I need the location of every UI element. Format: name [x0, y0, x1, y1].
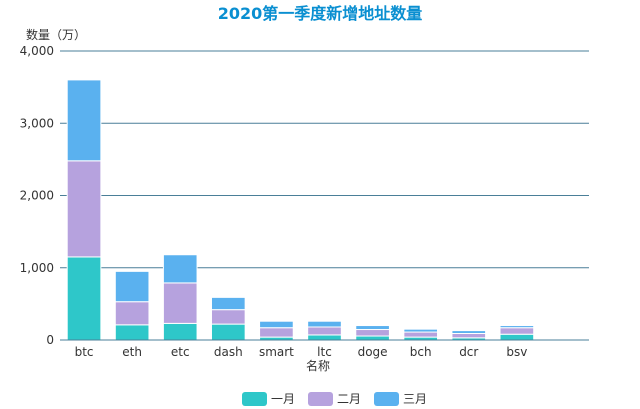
- bar-dash-一月[interactable]: [210, 323, 246, 341]
- bar-dcr-三月[interactable]: [451, 330, 487, 334]
- bar-eth-三月[interactable]: [114, 270, 150, 303]
- bar-doge-二月[interactable]: [355, 329, 390, 337]
- bar-bch-二月[interactable]: [403, 331, 439, 338]
- x-tick-label: dash: [214, 345, 243, 359]
- x-tick-label: doge: [358, 345, 388, 359]
- bar-smart-三月[interactable]: [259, 320, 294, 329]
- legend-swatch[interactable]: [374, 392, 399, 406]
- legend-label[interactable]: 三月: [403, 392, 427, 406]
- bar-bch-三月[interactable]: [403, 328, 439, 333]
- y-tick-label: 1,000: [20, 261, 54, 275]
- bar-etc-三月[interactable]: [162, 254, 198, 284]
- x-tick-label: bch: [410, 345, 432, 359]
- bar-ltc-一月[interactable]: [307, 334, 342, 341]
- y-tick-label: 3,000: [20, 116, 54, 130]
- x-tick-label: smart: [259, 345, 294, 359]
- legend[interactable]: 一月 二月 三月: [242, 392, 427, 406]
- x-tick-label: dcr: [459, 345, 478, 359]
- bar-dcr-二月[interactable]: [451, 332, 487, 339]
- chart-title: 2020第一季度新增地址数量: [218, 4, 423, 23]
- bar-smart-二月[interactable]: [259, 327, 294, 338]
- bar-dash-三月[interactable]: [210, 296, 246, 311]
- x-tick-label: eth: [122, 345, 142, 359]
- bar-btc-一月[interactable]: [66, 256, 102, 341]
- y-tick-label: 2,000: [20, 189, 54, 203]
- bar-btc-二月[interactable]: [66, 160, 102, 258]
- y-tick-label: 0: [46, 333, 54, 347]
- y-tick-label: 4,000: [20, 44, 54, 58]
- bars: [66, 79, 535, 341]
- bar-doge-三月[interactable]: [355, 325, 390, 331]
- x-axis-label: 名称: [306, 358, 330, 373]
- bar-bsv-一月[interactable]: [499, 333, 535, 341]
- bar-btc-三月[interactable]: [66, 79, 102, 162]
- bar-ltc-二月[interactable]: [307, 326, 342, 336]
- bar-etc-一月[interactable]: [162, 322, 198, 341]
- x-tick-label: btc: [75, 345, 94, 359]
- gridlines: [60, 50, 589, 269]
- x-tick-label: ltc: [317, 345, 332, 359]
- legend-label[interactable]: 二月: [337, 392, 361, 406]
- legend-label[interactable]: 一月: [271, 392, 295, 406]
- y-axis-label: 数量（万）: [26, 27, 86, 42]
- bar-eth-一月[interactable]: [114, 324, 150, 341]
- bar-dash-二月[interactable]: [210, 309, 246, 325]
- bar-etc-二月[interactable]: [162, 282, 198, 324]
- bar-ltc-三月[interactable]: [307, 320, 342, 328]
- bar-eth-二月[interactable]: [114, 301, 150, 326]
- bar-doge-一月[interactable]: [355, 335, 390, 341]
- bar-bsv-三月[interactable]: [499, 325, 535, 329]
- x-tick-label: etc: [171, 345, 190, 359]
- x-tick-label: bsv: [506, 345, 527, 359]
- legend-swatch[interactable]: [242, 392, 267, 406]
- legend-swatch[interactable]: [308, 392, 333, 406]
- bar-bsv-二月[interactable]: [499, 327, 535, 335]
- x-axis-ticks: btc eth etc dash smart ltc doge bch dcr bsv: [75, 345, 528, 359]
- y-axis-ticks: 0 1,000 2,000 3,000 4,000: [20, 44, 54, 347]
